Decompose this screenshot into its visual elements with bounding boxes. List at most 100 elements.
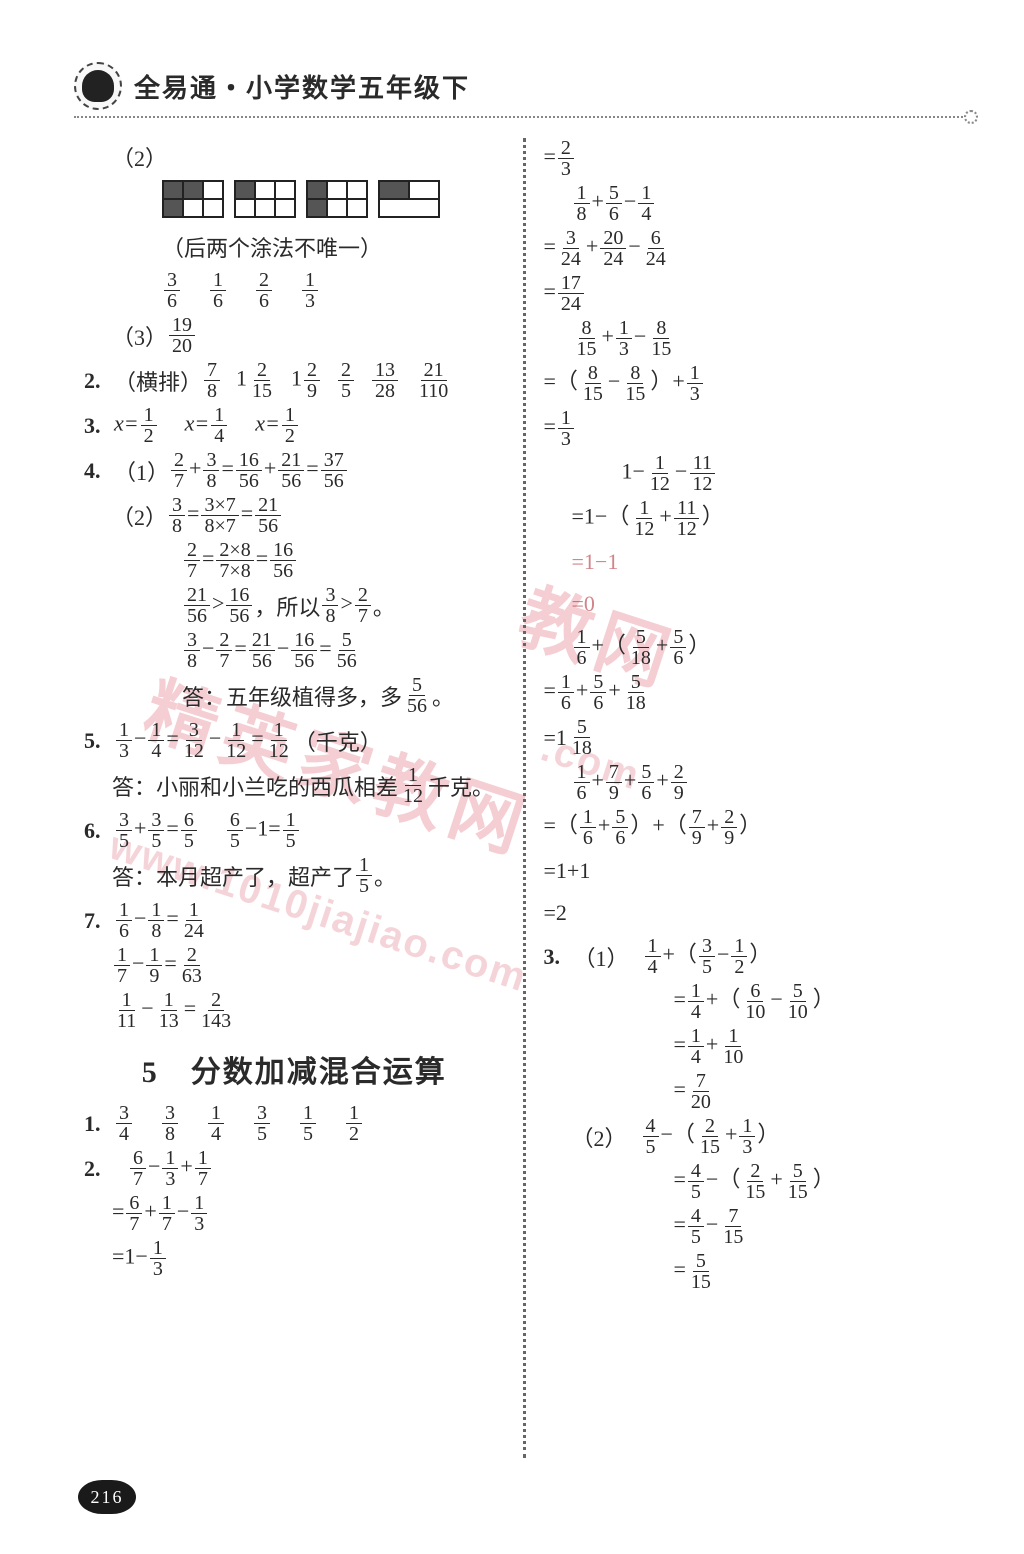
expr-text: = (166, 906, 178, 931)
fraction: 815 (574, 318, 600, 359)
fraction: 38 (322, 585, 338, 626)
header-logo-circle (74, 62, 122, 110)
fraction: 556 (334, 630, 360, 671)
fraction: 112 (223, 720, 249, 761)
fraction: 27 (216, 630, 232, 671)
expr-text: + (592, 189, 604, 214)
fraction: 815 (580, 363, 606, 404)
fraction: 38 (184, 630, 200, 671)
fraction: 16 (574, 762, 590, 803)
fraction: 38 (203, 450, 219, 491)
fraction: 13 (116, 720, 132, 761)
expr-text: > (340, 591, 352, 616)
fraction: 16 (116, 900, 132, 941)
expr-text: +（ (706, 987, 740, 1012)
r4d: =0 (544, 585, 965, 623)
fraction: 14 (148, 720, 164, 761)
expr-text: − (202, 636, 214, 661)
fraction: 1656 (291, 630, 317, 671)
p4-2c-end: 。 (373, 590, 395, 622)
expr-text: − (628, 234, 640, 259)
expr-text: + (264, 456, 276, 481)
expr-text: − (134, 726, 146, 751)
fraction: 14 (688, 1026, 704, 1067)
expr-text: = (256, 546, 268, 571)
section-title: 5 分数加减混合运算 (84, 1035, 505, 1099)
p5-ans-row: 答：小丽和小兰吃的西瓜相差 112 千克。 (84, 765, 505, 806)
mixed-whole: 1 (236, 366, 247, 391)
r3b: =（815−815）+13 (544, 363, 965, 404)
fraction: 2024 (600, 228, 626, 269)
fraction: 112 (631, 498, 657, 539)
expr-text: + (180, 1154, 192, 1179)
p4-ans-a: 答：五年级植得多，多 (182, 680, 402, 712)
fraction: 23 (558, 138, 574, 179)
fraction: 215 (249, 360, 275, 401)
fraction: 215 (697, 1116, 723, 1157)
p5-ans-a: 答：小丽和小兰吃的西瓜相差 (112, 770, 398, 802)
fraction: 16 (574, 627, 590, 668)
fraction: 65 (181, 810, 197, 851)
p4-2-row-c: 2156>1656，所以38>27。 (84, 585, 505, 626)
r6a: 16+79+56+29 (544, 762, 965, 803)
p5-label: 5. (84, 728, 114, 754)
q3-label: （3） (112, 320, 167, 352)
rp3-1b: =14+（610−510） (544, 981, 965, 1022)
fraction: 13 (191, 1193, 207, 1234)
fraction: 215 (742, 1161, 768, 1202)
left-column: （2） （后两个涂法不唯一） 36162613 （3） 1920 (84, 138, 523, 1458)
fraction: 1112 (689, 453, 715, 494)
expr-text: − (634, 324, 646, 349)
p4-2-row-d: 38−27=2156−1656=556 (84, 630, 505, 671)
s2-row-c: =1−13 (84, 1238, 505, 1279)
fraction: 124 (181, 900, 207, 941)
expr-text: + (656, 768, 668, 793)
q3-row: （3） 1920 (84, 315, 505, 356)
rp3-2b: =45−（215+515） (544, 1161, 965, 1202)
r1: =23 (544, 138, 965, 179)
expr-text: = (674, 1077, 686, 1102)
expr-text: ） (813, 987, 835, 1012)
grid-box-3 (306, 180, 368, 218)
fraction: 1656 (236, 450, 262, 491)
fraction: 36 (164, 270, 180, 311)
fraction: 29 (304, 360, 320, 401)
r6c: =1+1 (544, 852, 965, 890)
expr-text: + (592, 768, 604, 793)
expr-text: + (608, 678, 620, 703)
expr-text: = (184, 996, 196, 1021)
fraction: 26 (256, 270, 272, 311)
fraction: 56 (590, 672, 606, 713)
fraction: 3×78×7 (201, 495, 238, 536)
fraction: 25 (338, 360, 354, 401)
fraction: 515 (785, 1161, 811, 1202)
fraction: 518 (623, 672, 649, 713)
fraction: 14 (208, 1103, 224, 1144)
fraction: 1656 (270, 540, 296, 581)
expr-text: +（ (592, 633, 626, 658)
expr-text: = (306, 456, 318, 481)
grid-box-2 (234, 180, 296, 218)
p6-ans-row: 答：本月超产了，超产了 15 。 (84, 855, 505, 896)
rp3-1d: =720 (544, 1071, 965, 1112)
p4-ans-b: 。 (432, 680, 454, 712)
fraction: 815 (648, 318, 674, 359)
expr-text: ） (739, 813, 761, 838)
q3-frac: 1920 (169, 315, 195, 356)
fraction: 35 (699, 936, 715, 977)
expr-text: + (134, 816, 146, 841)
s2-label: 2. (84, 1156, 114, 1182)
p6-ans-b: 。 (374, 860, 396, 892)
r5c-text: =1 (544, 725, 567, 751)
fraction: 14 (688, 981, 704, 1022)
expr-text: = (544, 144, 556, 169)
r5c-frac: 518 (569, 717, 595, 758)
r4b: =1−（112+1112） (544, 498, 965, 539)
var-text: x= (185, 411, 210, 436)
fraction: 79 (606, 762, 622, 803)
rp3-1-label: （1） (574, 941, 629, 973)
fraction: 14 (645, 936, 661, 977)
p5-unit: （千克） (294, 725, 382, 757)
p7-label: 7. (84, 908, 114, 934)
expr-text: = (221, 456, 233, 481)
